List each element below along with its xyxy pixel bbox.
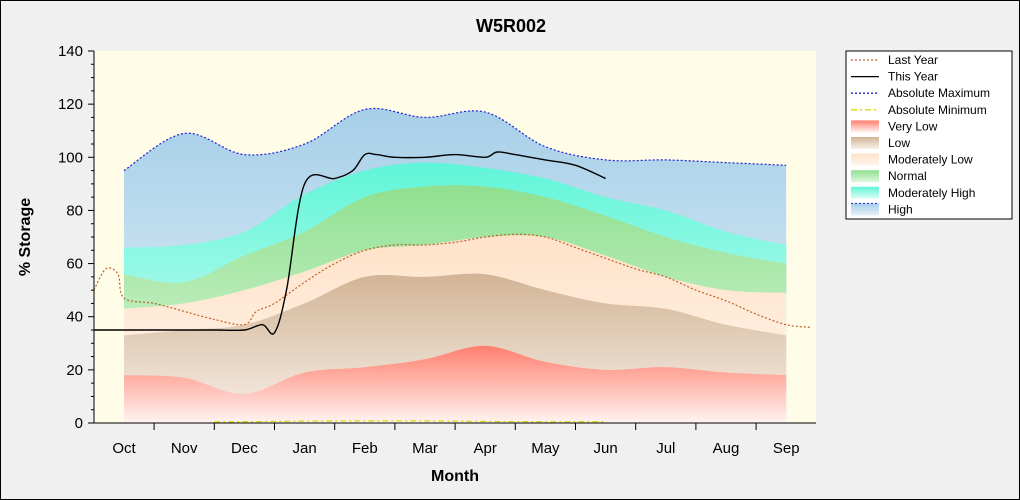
legend-label-absolute-maximum: Absolute Maximum [888, 86, 990, 100]
x-tick-label: Jun [594, 440, 618, 457]
x-tick-label: Dec [231, 440, 258, 457]
legend-label-last-year: Last Year [888, 53, 938, 67]
y-tick-label: 100 [58, 149, 83, 166]
y-tick-label: 140 [58, 43, 83, 60]
legend-label-normal: Normal [888, 169, 927, 183]
legend-swatch-very-low [851, 120, 879, 133]
bands-layer [124, 108, 787, 423]
series-absolute-maximum [123, 107, 787, 172]
lines-layer [93, 107, 811, 423]
x-tick-label: Mar [412, 440, 438, 457]
series-this-year [93, 151, 606, 335]
band-very-low [124, 345, 787, 423]
y-tick-label: 80 [66, 202, 83, 219]
legend-label-high: High [888, 202, 913, 216]
legend-swatch-low [851, 137, 879, 149]
y-tick-label: 40 [66, 309, 83, 326]
x-axis-title: Month [431, 468, 479, 485]
x-tick-label: Apr [474, 440, 497, 457]
legend-label-very-low: Very Low [888, 119, 938, 133]
legend-label-absolute-minimum: Absolute Minimum [888, 103, 987, 117]
legend-swatch-high [851, 203, 879, 216]
legend-label-moderately-high: Moderately High [888, 186, 975, 200]
chart-title: W5R002 [476, 16, 546, 36]
legend-label-moderately-low: Moderately Low [888, 153, 973, 167]
x-tick-label: Oct [112, 440, 136, 457]
legend-swatch-normal [851, 170, 879, 183]
x-tick-label: Jan [293, 440, 317, 457]
legend: Last Year This Year Absolute Maximum Absolu… [845, 50, 1013, 220]
axes-layer: 0 20 40 60 80 100 120 140 Oct Nov Dec Jan Feb Mar Apr M… [58, 43, 816, 457]
x-tick-label: Nov [171, 440, 198, 457]
y-tick-label: 0 [75, 415, 83, 432]
y-tick-label: 20 [66, 362, 83, 379]
x-tick-label: May [531, 440, 560, 457]
legend-swatch-moderately-low [851, 153, 879, 166]
series-last-year [93, 233, 811, 328]
legend-swatch-moderately-high [851, 186, 879, 199]
x-tick-label: Feb [352, 440, 378, 457]
legend-label-this-year: This Year [888, 70, 938, 84]
legend-label-low: Low [888, 136, 910, 150]
x-tick-label: Aug [713, 440, 740, 457]
y-axis-title: % Storage [17, 198, 34, 276]
x-tick-label: Jul [656, 440, 675, 457]
x-tick-label: Sep [773, 440, 800, 457]
y-tick-label: 120 [58, 96, 83, 113]
y-tick-label: 60 [66, 256, 83, 273]
series-absolute-minimum [214, 420, 606, 423]
